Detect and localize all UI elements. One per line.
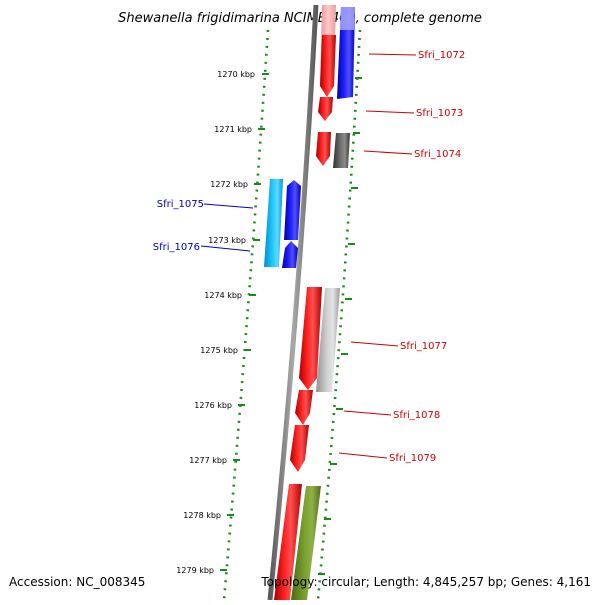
gene-forward-bottom[interactable] <box>274 484 302 600</box>
gene-sfri-1077[interactable] <box>299 287 322 390</box>
gene-label-sfri-1073[interactable]: Sfri_1073 <box>416 108 463 119</box>
tick-label: 1279 kbp <box>176 566 214 575</box>
gene-sfri-1076[interactable] <box>282 241 298 268</box>
gene-label-sfri-1072[interactable]: Sfri_1072 <box>418 50 465 61</box>
left-ruler-track <box>222 29 270 601</box>
tick-label: 1276 kbp <box>194 401 232 410</box>
label-leaders <box>200 53 417 459</box>
forward-strand-features <box>274 5 336 600</box>
gene-sfri-1073[interactable] <box>318 97 333 121</box>
tick-label: 1270 kbp <box>217 70 255 79</box>
genome-title: Shewanella frigidimarina NCIMB 400, comp… <box>118 11 482 26</box>
genome-backbone <box>267 4 319 601</box>
tick-label: 1271 kbp <box>214 125 252 134</box>
tick-label: 1277 kbp <box>189 456 227 465</box>
ruler-tick-labels: 1270 kbp 1271 kbp 1272 kbp 1273 kbp 1274… <box>176 70 255 575</box>
tick-label: 1272 kbp <box>210 180 248 189</box>
gene-label-sfri-1075[interactable]: Sfri_1075 <box>157 199 204 210</box>
gene-labels: Sfri_1072 Sfri_1073 Sfri_1074 Sfri_1075 … <box>153 50 465 464</box>
tick-label: 1278 kbp <box>183 511 221 520</box>
feature-blue-right-top[interactable] <box>340 7 355 30</box>
gene-sfri-1075-cyan[interactable] <box>264 179 283 267</box>
right-ruler-track <box>316 29 362 601</box>
gene-sfri-1078[interactable] <box>295 390 313 425</box>
gene-label-sfri-1079[interactable]: Sfri_1079 <box>389 453 436 464</box>
accession-text: Accession: NC_008345 <box>9 575 145 589</box>
gene-sfri-1075[interactable] <box>284 180 301 240</box>
accessory-features <box>291 7 355 600</box>
right-ruler-ticks <box>318 77 362 575</box>
feature-olive[interactable] <box>291 486 321 600</box>
gene-label-sfri-1074[interactable]: Sfri_1074 <box>414 149 461 160</box>
tick-label: 1274 kbp <box>204 291 242 300</box>
gene-label-sfri-1077[interactable]: Sfri_1077 <box>400 341 447 352</box>
gene-label-sfri-1078[interactable]: Sfri_1078 <box>393 410 440 421</box>
gene-sfri-1074[interactable] <box>316 132 331 166</box>
feature-light-gray[interactable] <box>316 288 340 392</box>
feature-dark-gray[interactable] <box>333 133 350 168</box>
tick-label: 1275 kbp <box>200 346 238 355</box>
left-ruler-ticks <box>220 73 269 571</box>
reverse-strand-features <box>264 179 301 268</box>
gene-sfri-1072[interactable] <box>320 35 336 97</box>
tick-label: 1273 kbp <box>208 236 246 245</box>
gene-sfri-1079[interactable] <box>290 425 309 472</box>
genome-summary-text: Topology: circular; Length: 4,845,257 bp… <box>260 575 591 589</box>
gene-label-sfri-1076[interactable]: Sfri_1076 <box>153 242 200 253</box>
